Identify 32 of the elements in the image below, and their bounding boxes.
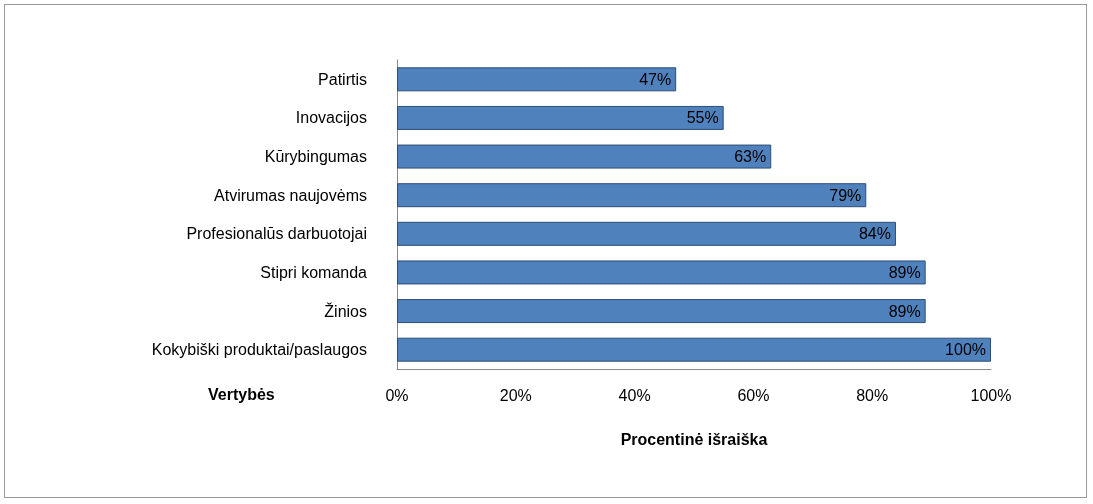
data-label: 47% xyxy=(639,70,672,88)
y-tick-label: Kūrybingumas xyxy=(264,148,367,166)
bar xyxy=(397,67,677,92)
y-tick-label: Patirtis xyxy=(318,70,367,88)
bar xyxy=(397,183,867,208)
y-tick-label: Profesionalūs darbuotojai xyxy=(186,225,367,243)
x-tick-label: 20% xyxy=(499,386,532,404)
x-tick-label: 0% xyxy=(385,386,409,404)
bar xyxy=(397,337,991,362)
x-tick-label: 40% xyxy=(618,386,651,404)
y-tick-label: Inovacijos xyxy=(295,109,367,127)
data-label: 84% xyxy=(858,225,891,243)
x-tick-label: 80% xyxy=(856,386,889,404)
bar xyxy=(397,144,772,169)
x-tick-label: 60% xyxy=(737,386,770,404)
bar xyxy=(397,105,724,130)
x-tick-label: 100% xyxy=(970,386,1012,404)
data-label: 79% xyxy=(829,186,862,204)
data-label: 89% xyxy=(888,302,921,320)
bar xyxy=(397,260,926,285)
data-label: 55% xyxy=(686,109,719,127)
y-tick-label: Stipri komanda xyxy=(260,263,368,281)
y-tick-label: Žinios xyxy=(324,301,367,320)
y-tick-label: Atvirumas naujovėms xyxy=(214,186,367,204)
data-label: 100% xyxy=(945,341,986,359)
y-axis-title: Vertybės xyxy=(208,385,275,403)
y-tick-label: Kokybiški produktai/paslaugos xyxy=(151,341,367,359)
bar xyxy=(397,299,926,324)
bar xyxy=(397,221,896,246)
x-axis-title: Procentinė išraiška xyxy=(620,430,768,448)
data-label: 63% xyxy=(734,148,767,166)
data-label: 89% xyxy=(888,263,921,281)
